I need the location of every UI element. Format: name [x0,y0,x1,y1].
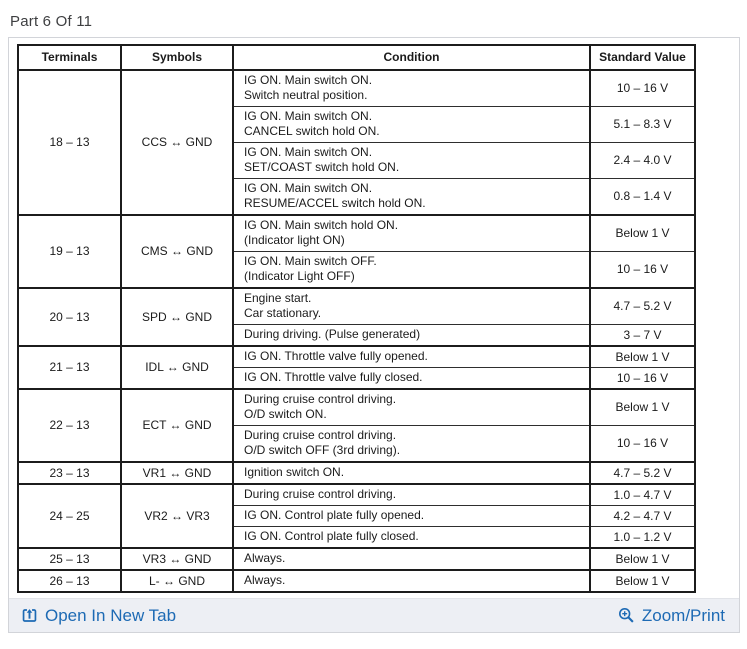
table-row: IG ON. Main switch ON. SET/COAST switch h… [18,142,696,179]
footer-bar: Open In New Tab Zoom/Print [9,598,739,632]
table-row: 23 – 13 VR1 ↔ GND Ignition switch ON. 4.7 –… [17,461,696,485]
condition-cell: IG ON. Main switch ON. SET/COAST switch h… [232,142,591,179]
table-row: 19 – 13 CMS ↔ GND IG ON. Main switch hold … [17,214,696,289]
open-in-new-tab-link[interactable]: Open In New Tab [21,606,176,626]
condition-cell: IG ON. Main switch OFF. (Indicator Light … [232,251,591,289]
value-cell: 1.0 – 1.2 V [589,526,696,549]
value-cell: 10 – 16 V [589,251,696,289]
condition-cell: IG ON. Main switch hold ON. (Indicator li… [232,214,591,252]
terminals-cell: 23 – 13 [17,461,122,485]
symbol-cell: IDL ↔ GND [120,345,234,390]
table-row: 24 – 25 VR2 ↔ VR3 During cruise control dr… [17,483,696,549]
value-cell: 4.7 – 5.2 V [589,461,696,485]
table-row: 22 – 13 ECT ↔ GND During cruise control dr… [17,388,696,463]
terminals-cell: 19 – 13 [17,214,122,289]
condition-cell: During cruise control driving. O/D switch… [232,425,591,463]
value-cell: 5.1 – 8.3 V [589,106,696,143]
table-row: IG ON. Control plate fully opened. 4.2 – … [18,505,696,527]
page-title: Part 6 Of 11 [10,13,93,30]
table-row: IG ON. Main switch ON. RESUME/ACCEL switc… [18,178,696,216]
terminals-cell: 20 – 13 [17,287,122,347]
value-cell: Below 1 V [589,388,696,426]
table-row: IG ON. Main switch OFF. (Indicator Light … [18,251,696,289]
condition-cell: IG ON. Throttle valve fully opened. [232,345,591,368]
condition-cell: Always. [232,569,591,593]
header-row: Terminals Symbols Condition Standard Val… [17,44,696,71]
value-cell: 2.4 – 4.0 V [589,142,696,179]
symbol-cell: SPD ↔ GND [120,287,234,347]
symbol-cell: CCS ↔ GND [120,69,234,216]
symbol-cell: VR2 ↔ VR3 [120,483,234,549]
table-row: IG ON. Main switch ON. CANCEL switch hold… [18,106,696,143]
header-terminals: Terminals [17,44,122,71]
table-row: During cruise control driving. O/D switch… [18,425,696,463]
condition-cell: IG ON. Control plate fully opened. [232,505,591,527]
zoom-print-label: Zoom/Print [641,605,725,625]
table-row: 21 – 13 IDL ↔ GND IG ON. Throttle valve fu… [17,345,696,390]
table-container: Terminals Symbols Condition Standard Val… [9,38,739,598]
value-cell: Below 1 V [589,547,696,571]
open-in-new-tab-icon [21,607,38,624]
value-cell: 10 – 16 V [589,425,696,463]
terminals-cell: 25 – 13 [17,547,122,571]
symbol-cell: CMS ↔ GND [120,214,234,289]
value-cell: 1.0 – 4.7 V [589,483,696,506]
value-cell: Below 1 V [589,569,696,593]
symbol-cell: ECT ↔ GND [120,388,234,463]
magnifier-plus-icon [618,607,635,624]
value-cell: Below 1 V [589,345,696,368]
value-cell: Below 1 V [589,214,696,252]
value-cell: 4.2 – 4.7 V [589,505,696,527]
header-symbols: Symbols [120,44,234,71]
value-cell: 10 – 16 V [589,69,696,107]
header-standard-value: Standard Value [589,44,696,71]
symbol-cell: L- ↔ GND [120,569,234,593]
terminals-cell: 26 – 13 [17,569,122,593]
condition-cell: IG ON. Control plate fully closed. [232,526,591,549]
condition-cell: IG ON. Throttle valve fully closed. [232,367,591,390]
value-cell: 10 – 16 V [589,367,696,390]
table-row: 18 – 13 CCS ↔ GND IG ON. Main switch ON. Sw… [17,69,696,216]
header-condition: Condition [232,44,591,71]
condition-cell: IG ON. Main switch ON. CANCEL switch hold… [232,106,591,143]
value-cell: 3 – 7 V [589,324,696,347]
condition-cell: IG ON. Main switch ON. RESUME/ACCEL switc… [232,178,591,216]
terminals-cell: 21 – 13 [17,345,122,390]
condition-cell: During cruise control driving. [232,483,591,506]
value-cell: 0.8 – 1.4 V [589,178,696,216]
terminals-cell: 24 – 25 [17,483,122,549]
terminal-spec-table: Terminals Symbols Condition Standard Val… [17,44,696,593]
condition-cell: During driving. (Pulse generated) [232,324,591,347]
table-row: 26 – 13 L- ↔ GND Always. Below 1 V [17,569,696,593]
table-row: 20 – 13 SPD ↔ GND Engine start. Car station… [17,287,696,347]
table-header: Terminals Symbols Condition Standard Val… [17,44,696,71]
terminals-cell: 18 – 13 [17,69,122,216]
symbol-cell: VR3 ↔ GND [120,547,234,571]
terminals-cell: 22 – 13 [17,388,122,463]
condition-cell: During cruise control driving. O/D switch… [232,388,591,426]
condition-cell: Always. [232,547,591,571]
condition-cell: Engine start. Car stationary. [232,287,591,325]
condition-cell: Ignition switch ON. [232,461,591,485]
open-in-new-tab-label: Open In New Tab [45,605,177,625]
table-body: 18 – 13 CCS ↔ GND IG ON. Main switch ON. Sw… [17,69,696,593]
value-cell: 4.7 – 5.2 V [589,287,696,325]
table-row: 25 – 13 VR3 ↔ GND Always. Below 1 V [17,547,696,571]
table-row: IG ON. Control plate fully closed. 1.0 – … [18,526,696,549]
document-panel: Terminals Symbols Condition Standard Val… [8,37,740,633]
symbol-cell: VR1 ↔ GND [120,461,234,485]
condition-cell: IG ON. Main switch ON. Switch neutral pos… [232,69,591,107]
zoom-print-link[interactable]: Zoom/Print [618,606,725,626]
